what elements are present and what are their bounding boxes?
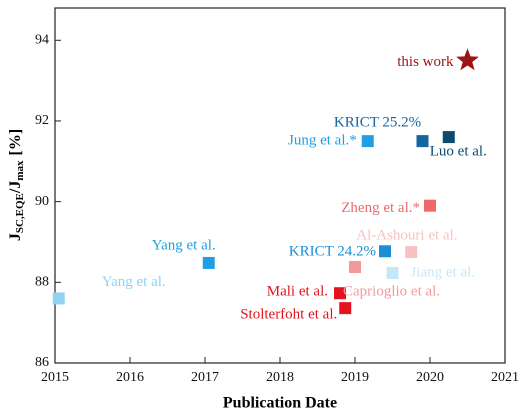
x-tick-label: 2015 <box>41 370 69 385</box>
x-axis-label: Publication Date <box>223 395 337 412</box>
y-axis-label: JSC,EQE/Jmax [%] <box>7 129 26 241</box>
square-marker <box>202 256 215 269</box>
y-tick-label: 94 <box>35 32 49 47</box>
x-tick-label: 2016 <box>116 370 144 385</box>
star-marker <box>456 48 479 71</box>
point-label: Jung et al.* <box>288 133 357 149</box>
square-marker <box>424 199 436 212</box>
x-tick-label: 2018 <box>266 370 294 385</box>
y-tick-label: 86 <box>35 355 49 370</box>
x-tick-label: 2020 <box>416 370 444 385</box>
y-label-part: [%] <box>7 129 24 156</box>
point-label: this work <box>397 54 454 70</box>
y-label-part: SC,EQE <box>14 193 26 233</box>
point-label: KRICT 24.2% <box>289 244 376 260</box>
square-marker <box>416 135 429 148</box>
square-marker <box>334 287 346 300</box>
y-label-part: J <box>7 233 24 241</box>
x-tick-label: 2019 <box>341 370 369 385</box>
square-marker <box>52 292 65 305</box>
point-label: Jiang et al. <box>411 264 476 280</box>
point-label: Yang et al. <box>102 274 166 290</box>
square-marker <box>349 260 361 273</box>
point-label: Mali et al. <box>267 284 328 300</box>
x-tick-label: 2021 <box>491 370 519 385</box>
point-label: Stolterfoht et al. <box>240 307 337 323</box>
square-marker <box>442 131 455 144</box>
square-marker <box>361 135 374 148</box>
square-marker <box>379 245 391 258</box>
y-label-part: max <box>14 160 26 181</box>
square-marker <box>386 267 399 280</box>
point-label: Yang et al. <box>152 237 216 253</box>
square-marker <box>405 246 418 259</box>
y-tick-label: 90 <box>35 194 49 209</box>
y-tick-label: 92 <box>35 113 49 128</box>
point-label: Luo et al. <box>430 144 487 160</box>
y-tick-label: 88 <box>35 275 49 290</box>
point-label: KRICT 25.2% <box>334 115 421 131</box>
x-tick-label: 2017 <box>191 370 219 385</box>
y-label-part: /J <box>7 181 24 194</box>
square-marker <box>339 302 352 315</box>
point-label: Al-Ashouri et al. <box>356 228 457 244</box>
point-label: Zheng et al.* <box>341 200 420 216</box>
point-label: Caprioglio et al. <box>343 283 440 299</box>
